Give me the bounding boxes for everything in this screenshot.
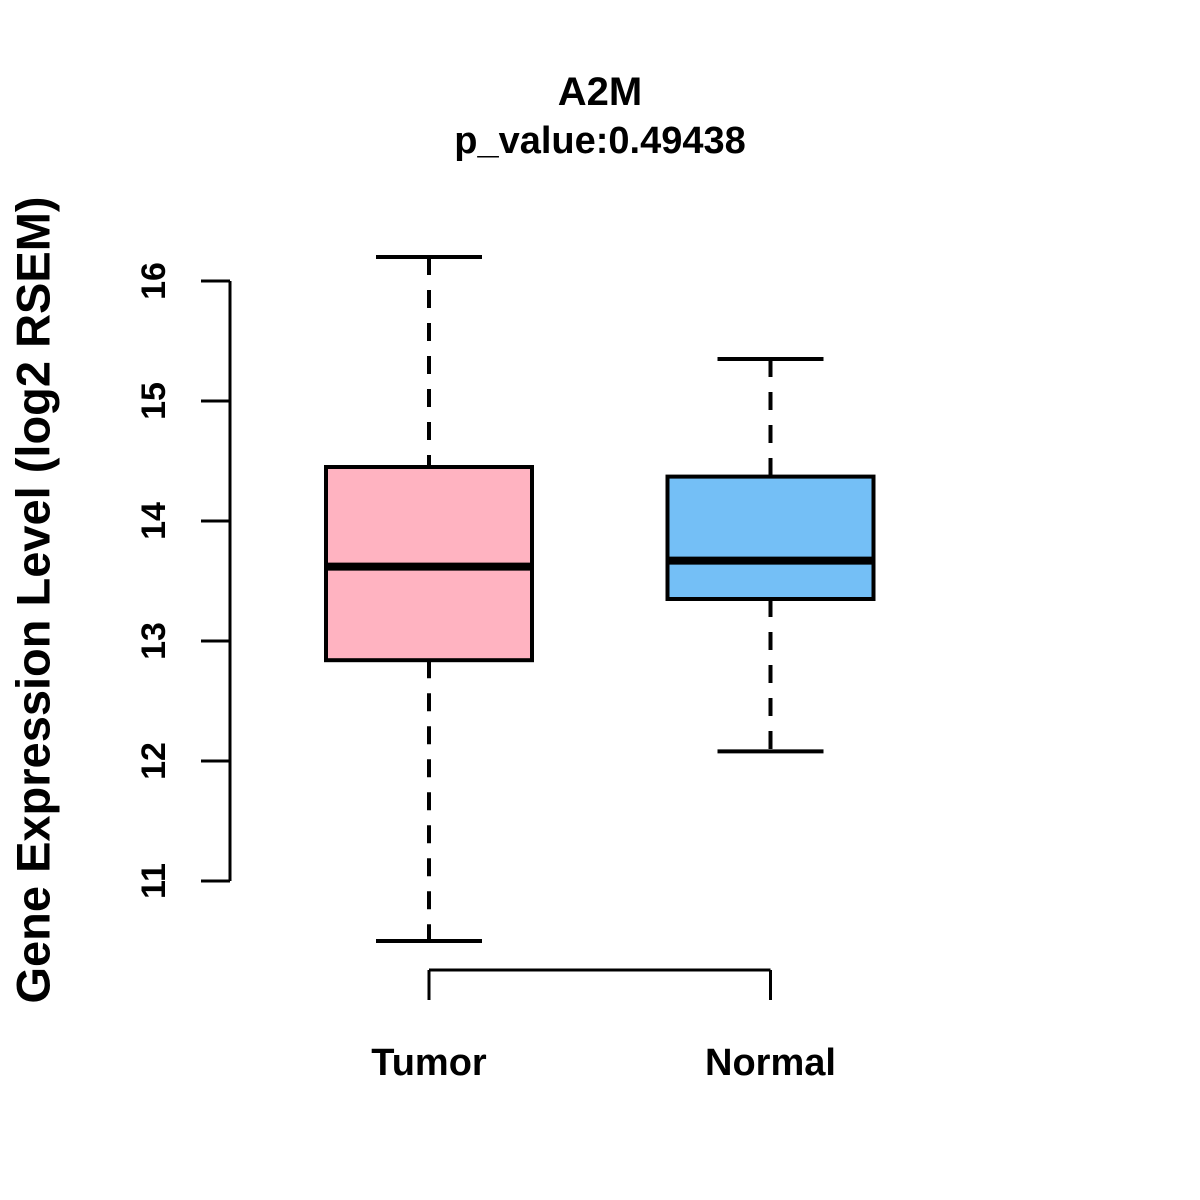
y-axis-tick-label: 11 [135,863,173,899]
x-axis-label-normal: Normal [705,1042,836,1084]
y-axis-tick-label: 14 [135,502,173,540]
y-axis-tick-label: 12 [135,742,173,780]
box-rect [665,474,876,602]
chart-title: A2M [557,70,643,114]
chart-subtitle: p_value:0.49438 [454,120,746,162]
boxplot-normal [665,357,876,754]
y-axis-tick-label: 16 [135,262,173,300]
y-axis-tick-label: 13 [135,622,173,660]
y-axis-tick-label: 15 [135,382,173,420]
y-axis: 11 12 13 14 15 16 [135,262,232,899]
x-axis [427,968,772,1000]
x-axis-label-tumor: Tumor [371,1042,487,1084]
boxplot-tumor [324,255,534,943]
